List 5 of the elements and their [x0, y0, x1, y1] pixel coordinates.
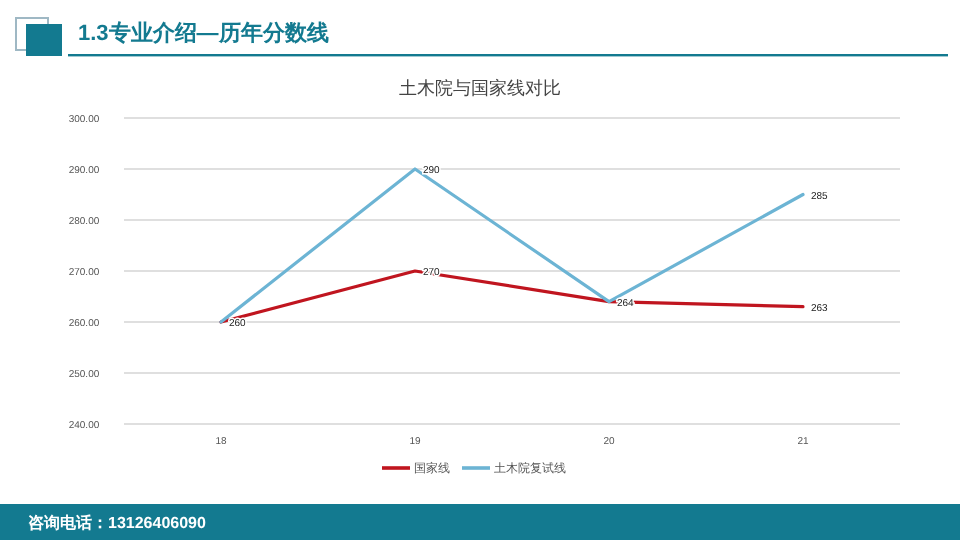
line-series [219, 167, 805, 324]
line-series [219, 269, 805, 324]
text: 咨询电话：13126406090 [28, 514, 207, 532]
chart-title: 1.3专业介绍—历年分数线 [78, 20, 329, 46]
chart-subtitle: 土木院与国家线对比 [399, 78, 561, 98]
